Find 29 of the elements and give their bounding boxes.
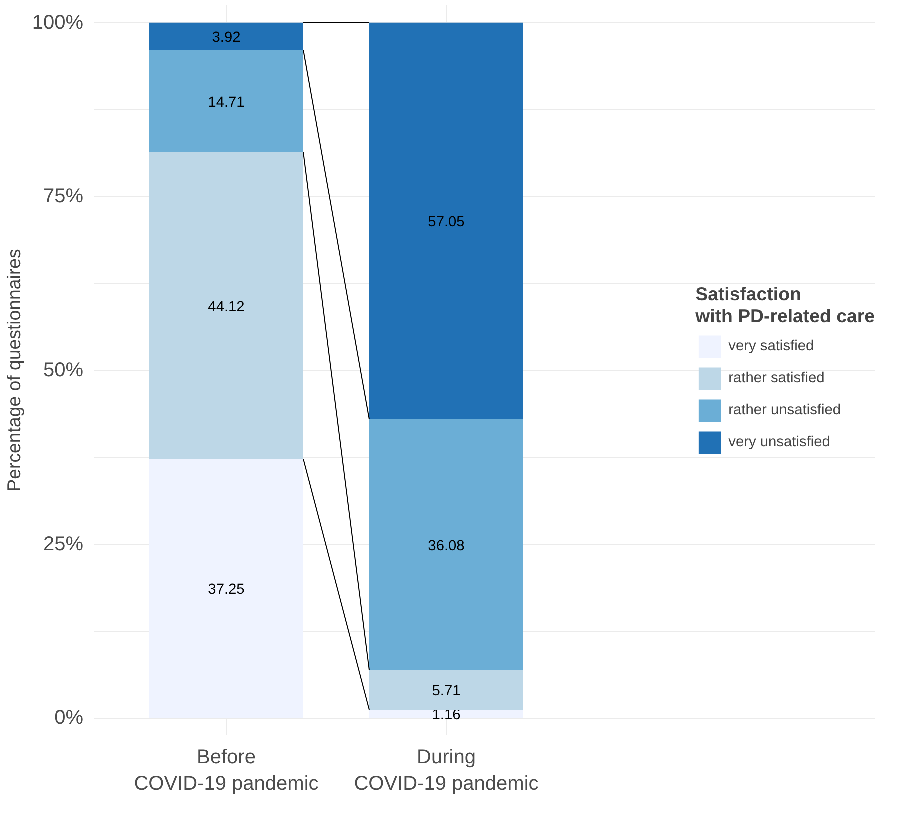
legend-title: Satisfaction with PD-related care (696, 284, 875, 328)
legend-label: rather unsatisfied (728, 402, 842, 418)
bar (150, 152, 304, 460)
x-tick-label: Before COVID-19 pandemic (134, 746, 319, 795)
y-tick-label: 100% (32, 12, 84, 34)
data-label: 57.05 (428, 214, 465, 231)
legend-label: rather satisfied (728, 370, 825, 386)
y-tick-label: 0% (54, 707, 84, 730)
bar (370, 420, 524, 670)
bar (150, 50, 304, 152)
data-label: 5.71 (432, 684, 461, 700)
x-tick-label: During COVID-19 pandemic (354, 746, 539, 795)
bar (370, 670, 524, 710)
data-label: 3.92 (212, 30, 241, 46)
bar (150, 22, 304, 50)
data-label: 44.12 (208, 299, 245, 316)
data-label: 14.71 (208, 94, 245, 111)
y-tick-label: 50% (43, 360, 84, 382)
data-label: 1.16 (432, 708, 461, 724)
data-label: 36.08 (428, 538, 465, 554)
bar (150, 459, 304, 718)
data-label: 37.25 (208, 582, 245, 598)
bar (370, 710, 524, 718)
legend-label: very satisfied (728, 338, 814, 354)
bar (370, 22, 524, 420)
legend-label: very unsatisfied (728, 434, 830, 450)
y-axis-title: Percentage of questionnaires (3, 249, 24, 492)
y-tick-label: 25% (43, 533, 84, 556)
y-tick-label: 75% (43, 186, 84, 208)
